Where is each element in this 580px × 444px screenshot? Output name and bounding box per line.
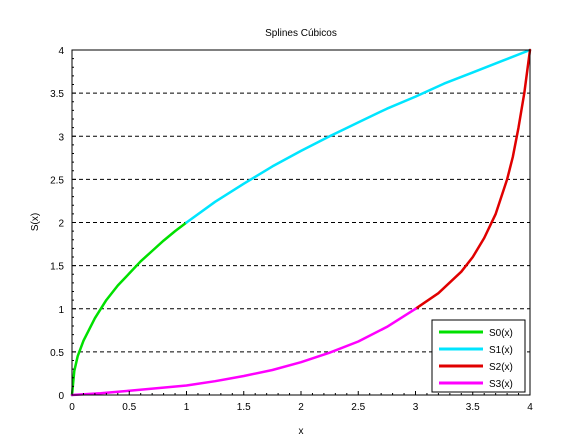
legend: S0(x) S1(x) S2(x) S3(x) (431, 319, 526, 393)
x-tick-label: 0.5 (122, 402, 136, 413)
x-tick-label: 1 (184, 402, 190, 413)
x-axis-label: x (299, 426, 304, 437)
x-tick-label: 1.5 (237, 402, 251, 413)
y-tick-label: 3 (58, 132, 64, 143)
series-line-3 (70, 307, 417, 397)
y-tick-label: 1 (58, 305, 64, 316)
x-tick-label: 4 (527, 402, 533, 413)
legend-label: S0(x) (489, 328, 513, 339)
y-tick-label: 2.5 (50, 175, 64, 186)
series-line-1 (185, 48, 532, 224)
y-tick-label: 1.5 (50, 262, 64, 273)
series-line-2 (414, 48, 532, 311)
y-tick-label: 2 (58, 219, 64, 230)
y-axis-label: S(x) (30, 213, 41, 231)
axis-ticks: 0 0.5 1 1.5 2 2.5 3 3.5 4 0 0.5 1 1.5 2 2.5 3 3.5 4 (50, 46, 533, 413)
series-lines (70, 48, 532, 397)
legend-label: S1(x) (489, 345, 513, 356)
chart-title: Splines Cúbicos (265, 28, 337, 39)
x-tick-label: 3.5 (466, 402, 480, 413)
legend-label: S2(x) (489, 362, 513, 373)
y-tick-label: 0 (58, 391, 64, 402)
y-tick-label: 0.5 (50, 348, 64, 359)
x-tick-label: 3 (413, 402, 419, 413)
y-tick-label: 3.5 (50, 89, 64, 100)
legend-label: S3(x) (489, 379, 513, 390)
grid-lines (72, 49, 530, 353)
x-tick-label: 0 (69, 402, 75, 413)
x-tick-label: 2.5 (351, 402, 365, 413)
x-tick-label: 2 (298, 402, 304, 413)
y-tick-label: 4 (58, 46, 64, 57)
series-line-0 (70, 221, 188, 397)
